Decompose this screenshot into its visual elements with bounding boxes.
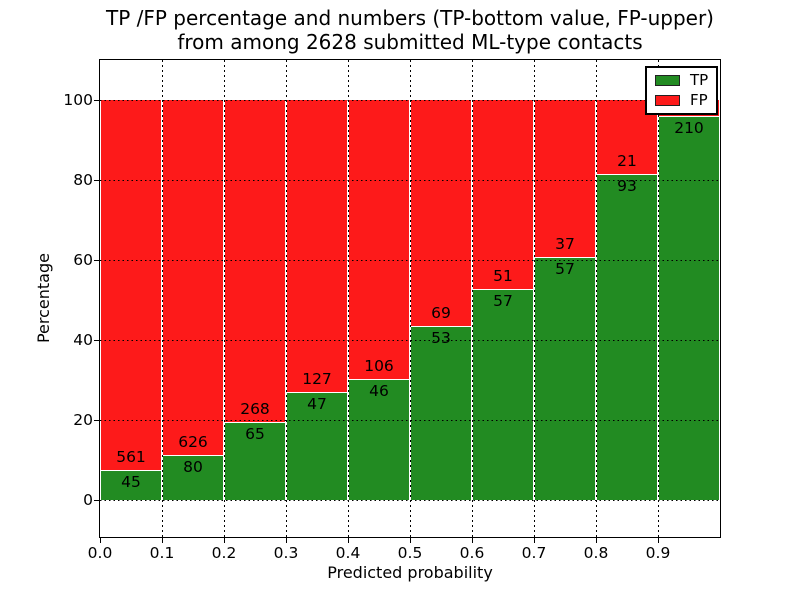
vertical-gridline [348,60,349,537]
fp-legend-label: FP [690,91,708,109]
vertical-gridline [224,60,225,537]
x-tick-mark [472,538,473,543]
chart-title-line2: from among 2628 submitted ML-type contac… [177,30,643,54]
y-tick-mark [94,260,99,261]
y-tick-label: 0 [83,491,93,509]
tp-count-label: 45 [121,473,141,492]
horizontal-gridline [100,500,720,501]
tp-bar-segment [162,454,224,500]
x-axis-label: Predicted probability [327,563,493,582]
fp-count-label: 51 [493,266,513,285]
legend-item-tp: TP [655,73,708,88]
fp-count-label: 106 [364,356,394,375]
tp-bar-segment [348,378,410,500]
fp-bar-segment [100,100,162,471]
vertical-gridline [286,60,287,537]
tp-count-label: 47 [307,394,327,413]
fp-legend-swatch-icon [655,95,680,106]
tp-count-label: 57 [493,291,513,310]
fp-count-label: 37 [555,235,575,254]
x-tick-mark [286,538,287,543]
y-axis-label: Percentage [34,253,53,344]
y-tick-label: 100 [63,91,93,109]
x-tick-label: 0.9 [645,544,671,562]
fp-count-label: 268 [240,399,270,418]
y-tick-mark [94,420,99,421]
y-tick-label: 60 [73,251,93,269]
tp-count-label: 80 [183,457,203,476]
x-tick-label: 0.7 [521,544,547,562]
horizontal-gridline [100,420,720,421]
legend-item-fp: FP [655,93,708,108]
fp-count-label: 69 [431,304,451,323]
y-tick-mark [94,180,99,181]
y-tick-label: 40 [73,331,93,349]
x-tick-mark [162,538,163,543]
y-tick-mark [94,500,99,501]
fp-bar-segment [348,100,410,379]
horizontal-gridline [100,180,720,181]
x-tick-label: 0.1 [149,544,175,562]
vertical-gridline [596,60,597,537]
y-tick-mark [94,100,99,101]
x-tick-label: 0.8 [583,544,609,562]
tp-bar-segment [534,257,596,500]
y-tick-label: 20 [73,411,93,429]
vertical-gridline [410,60,411,537]
x-tick-mark [410,538,411,543]
tp-bar-segment [224,421,286,500]
x-tick-mark [596,538,597,543]
tp-bar-segment [596,173,658,500]
chart-title: TP /FP percentage and numbers (TP-bottom… [100,6,720,54]
fp-bar-segment [410,100,472,327]
y-tick-label: 80 [73,171,93,189]
tp-count-label: 53 [431,329,451,348]
vertical-gridline [162,60,163,537]
x-tick-label: 0.3 [273,544,299,562]
fp-bar-segment [286,100,348,392]
horizontal-gridline [100,340,720,341]
fp-bar-segment [472,100,534,289]
fp-count-label: 127 [302,369,332,388]
tp-legend-label: TP [690,71,709,89]
x-tick-label: 0.0 [87,544,113,562]
tp-count-label: 65 [245,424,265,443]
x-tick-mark [224,538,225,543]
x-tick-mark [100,538,101,543]
tp-count-label: 57 [555,260,575,279]
tp-count-label: 46 [369,381,389,400]
x-tick-label: 0.6 [459,544,485,562]
horizontal-gridline [100,260,720,261]
x-tick-label: 0.2 [211,544,237,562]
vertical-gridline [472,60,473,537]
vertical-gridline [534,60,535,537]
vertical-gridline [658,60,659,537]
fp-count-label: 626 [178,432,208,451]
chart-title-line1: TP /FP percentage and numbers (TP-bottom… [106,6,714,30]
y-tick-mark [94,340,99,341]
fp-bar-segment [534,100,596,258]
x-tick-label: 0.5 [397,544,423,562]
x-tick-mark [534,538,535,543]
tp-count-label: 93 [617,176,637,195]
tp-bar-segment [658,116,720,500]
tp-bar-segment [472,288,534,500]
fp-bar-segment [162,100,224,455]
fp-count-label: 561 [116,448,146,467]
plot-area: 561 45 626 80 268 65 127 47 106 46 69 53 51 57 37 57 21 9… [100,60,720,537]
fp-count-label: 21 [617,151,637,170]
tp-legend-swatch-icon [655,75,680,86]
tp-count-label: 210 [674,119,704,138]
tp-bar-segment [410,326,472,500]
x-tick-label: 0.4 [335,544,361,562]
horizontal-gridline [100,100,720,101]
tp-bar-segment [286,391,348,500]
tp-bar-segment [100,470,162,500]
x-tick-mark [348,538,349,543]
legend: TP FP [645,66,719,115]
x-tick-mark [658,538,659,543]
